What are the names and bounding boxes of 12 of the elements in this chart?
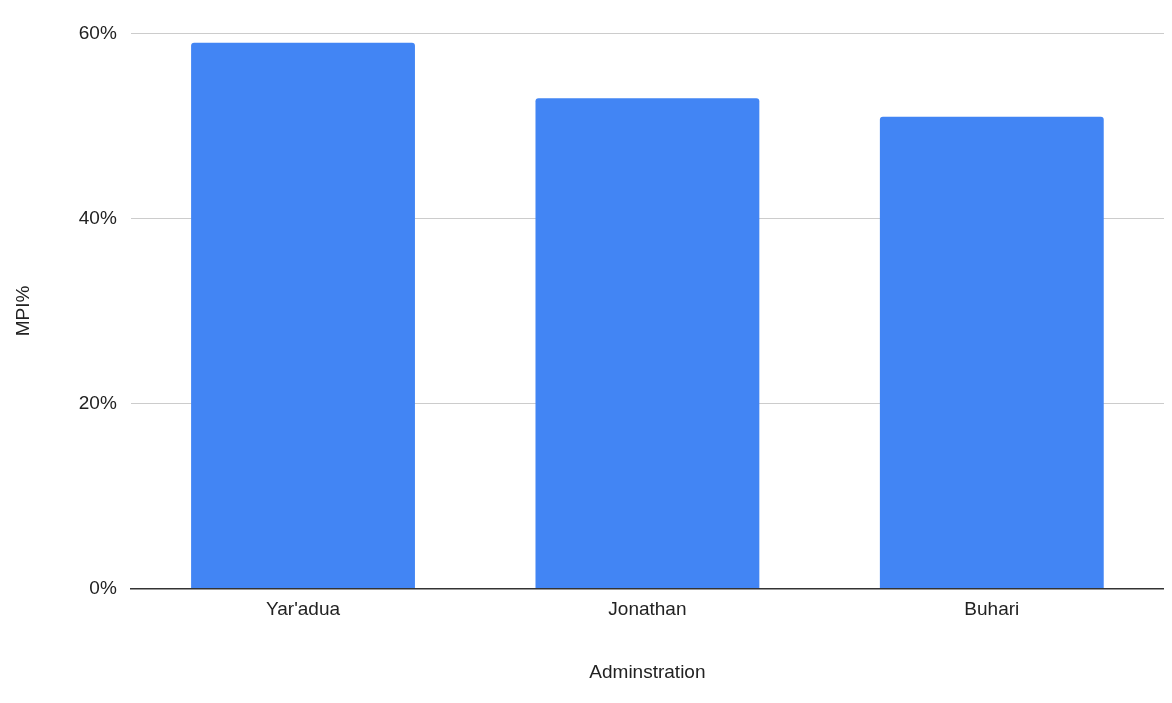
bar xyxy=(191,42,415,588)
y-tick-label: 20% xyxy=(78,391,117,413)
y-tick-label: 40% xyxy=(78,206,117,228)
y-axis-title: MPI% xyxy=(11,285,33,337)
x-tick-label: Jonathan xyxy=(608,598,687,620)
x-tick-label: Yar'adua xyxy=(265,598,341,620)
y-tick-label: 60% xyxy=(78,21,117,43)
x-axis-title: Adminstration xyxy=(589,660,706,682)
x-tick-label: Buhari xyxy=(964,598,1020,620)
y-tick-label: 0% xyxy=(89,576,117,598)
bar xyxy=(535,98,760,588)
bar xyxy=(879,116,1104,588)
